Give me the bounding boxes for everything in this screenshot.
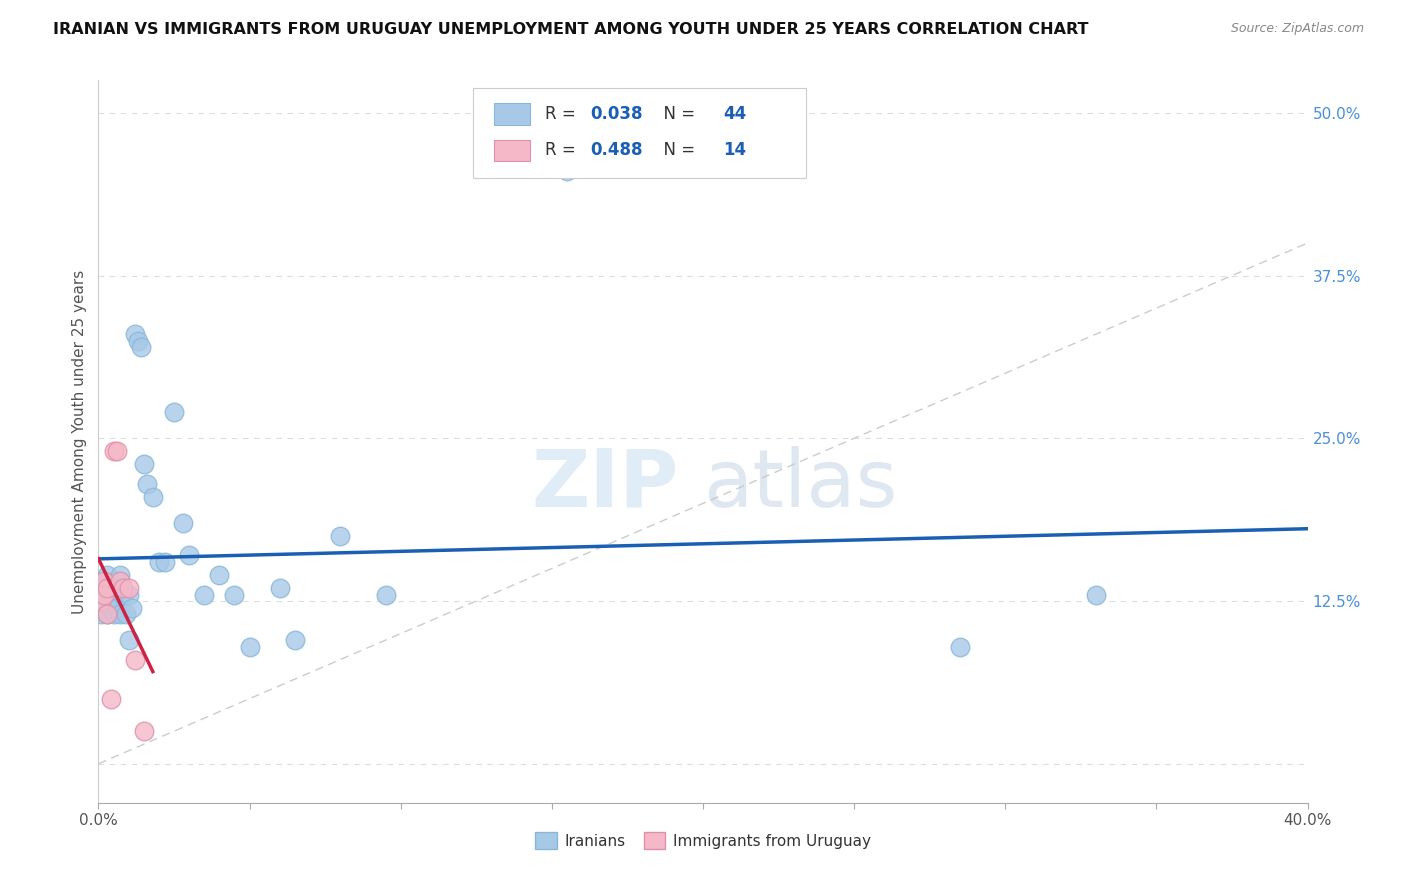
Point — [193, 587, 215, 601]
Point — [103, 444, 125, 458]
Point — [108, 574, 131, 589]
Text: 0.488: 0.488 — [591, 141, 643, 160]
Point — [90, 594, 112, 608]
Point — [224, 587, 246, 601]
Text: 0.038: 0.038 — [591, 105, 643, 123]
Point — [132, 724, 155, 739]
Point — [124, 652, 146, 666]
FancyBboxPatch shape — [474, 87, 806, 178]
Point — [142, 490, 165, 504]
Point — [111, 581, 134, 595]
Point — [93, 587, 115, 601]
Point — [153, 555, 176, 569]
Point — [103, 594, 125, 608]
Text: IRANIAN VS IMMIGRANTS FROM URUGUAY UNEMPLOYMENT AMONG YOUTH UNDER 25 YEARS CORRE: IRANIAN VS IMMIGRANTS FROM URUGUAY UNEMP… — [53, 22, 1088, 37]
Legend: Iranians, Immigrants from Uruguay: Iranians, Immigrants from Uruguay — [536, 831, 870, 849]
Point — [105, 444, 128, 458]
Point — [96, 607, 118, 621]
Text: atlas: atlas — [703, 446, 897, 524]
Point — [172, 516, 194, 530]
Point — [93, 574, 115, 589]
Point — [111, 587, 134, 601]
Point — [96, 607, 118, 621]
Point — [100, 600, 122, 615]
Point — [100, 691, 122, 706]
Point — [127, 334, 149, 348]
Text: R =: R = — [544, 105, 581, 123]
Text: ZIP: ZIP — [531, 446, 679, 524]
Point — [108, 607, 131, 621]
Point — [374, 587, 396, 601]
Point — [103, 607, 125, 621]
Point — [90, 581, 112, 595]
Text: N =: N = — [654, 105, 700, 123]
Text: 44: 44 — [724, 105, 747, 123]
Point — [118, 633, 141, 648]
Point — [96, 581, 118, 595]
Y-axis label: Unemployment Among Youth under 25 years: Unemployment Among Youth under 25 years — [72, 269, 87, 614]
Point — [163, 405, 186, 419]
FancyBboxPatch shape — [494, 103, 530, 125]
Point — [100, 587, 122, 601]
Point — [179, 549, 201, 563]
Text: N =: N = — [654, 141, 700, 160]
Point — [284, 633, 307, 648]
Point — [132, 458, 155, 472]
Point — [1085, 587, 1108, 601]
Point — [269, 581, 291, 595]
Text: Source: ZipAtlas.com: Source: ZipAtlas.com — [1230, 22, 1364, 36]
Point — [90, 581, 112, 595]
Point — [93, 600, 115, 615]
Point — [208, 568, 231, 582]
Point — [93, 587, 115, 601]
Point — [949, 640, 972, 654]
Point — [135, 476, 157, 491]
Point — [90, 607, 112, 621]
Point — [118, 587, 141, 601]
Point — [129, 340, 152, 354]
Point — [555, 164, 578, 178]
Point — [329, 529, 352, 543]
Point — [105, 600, 128, 615]
Text: 14: 14 — [724, 141, 747, 160]
Point — [114, 607, 136, 621]
Point — [105, 574, 128, 589]
Point — [93, 574, 115, 589]
FancyBboxPatch shape — [494, 139, 530, 161]
Point — [90, 594, 112, 608]
Text: R =: R = — [544, 141, 581, 160]
Point — [239, 640, 262, 654]
Point — [124, 327, 146, 342]
Point — [96, 568, 118, 582]
Point — [121, 600, 143, 615]
Point — [108, 568, 131, 582]
Point — [96, 581, 118, 595]
Point — [118, 581, 141, 595]
Point — [148, 555, 170, 569]
